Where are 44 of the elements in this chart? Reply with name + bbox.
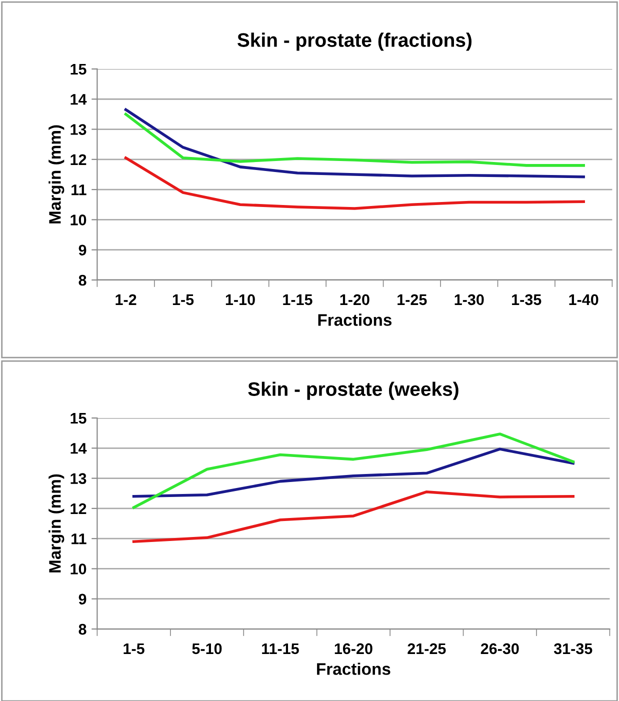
line-series [132, 490, 574, 543]
x-tick-label: 1-15 [283, 294, 312, 306]
x-tick-label: 1-35 [512, 294, 542, 306]
chart-title: Skin - prostate (weeks) [248, 382, 458, 400]
line-series [124, 112, 585, 167]
x-tick-label: 1-10 [226, 294, 255, 306]
x-tick-label: 1-5 [124, 643, 144, 654]
y-tick-label: 13 [70, 473, 86, 484]
x-axis-title: Fractions [317, 662, 390, 675]
y-tick-label: 15 [70, 64, 86, 75]
x-tick-label: 31-35 [554, 643, 592, 654]
y-tick-label: 11 [72, 534, 86, 544]
line-series [124, 156, 585, 210]
chart-title: Skin - prostate (fractions) [237, 32, 472, 51]
y-tick-label: 15 [70, 413, 86, 424]
x-tick-label: 5-10 [192, 643, 222, 654]
y-tick-label: 13 [70, 124, 86, 135]
x-axis-title: Fractions [318, 314, 392, 326]
x-tick-label: 26-30 [480, 643, 519, 654]
y-tick-label: 14 [70, 94, 87, 105]
x-tick-label: 21-25 [408, 643, 446, 654]
y-tick-label: 11 [72, 184, 86, 196]
line-series [132, 448, 574, 498]
x-tick-label: 1-2 [116, 294, 136, 305]
y-tick-label: 10 [70, 564, 86, 574]
y-axis-title: Margin (mm) [48, 125, 64, 224]
x-tick-label: 16-20 [334, 643, 372, 654]
y-tick-label: 8 [78, 274, 86, 286]
x-tick-label: 1-40 [569, 294, 598, 306]
y-tick-label: 9 [78, 594, 86, 605]
line-series [132, 432, 574, 509]
line-series [124, 108, 585, 178]
y-axis-title: Margin (mm) [48, 474, 64, 572]
y-tick-label: 12 [70, 154, 86, 165]
y-tick-label: 14 [70, 443, 87, 454]
y-tick-label: 10 [70, 214, 86, 226]
y-tick-label: 12 [70, 503, 86, 514]
y-tick-label: 9 [78, 244, 86, 256]
x-tick-label: 1-5 [172, 294, 194, 306]
y-tick-label: 8 [78, 624, 86, 635]
x-tick-label: 11-15 [262, 643, 299, 654]
x-tick-label: 1-20 [340, 294, 370, 306]
x-tick-label: 1-25 [398, 294, 427, 306]
x-tick-label: 1-30 [454, 294, 484, 306]
